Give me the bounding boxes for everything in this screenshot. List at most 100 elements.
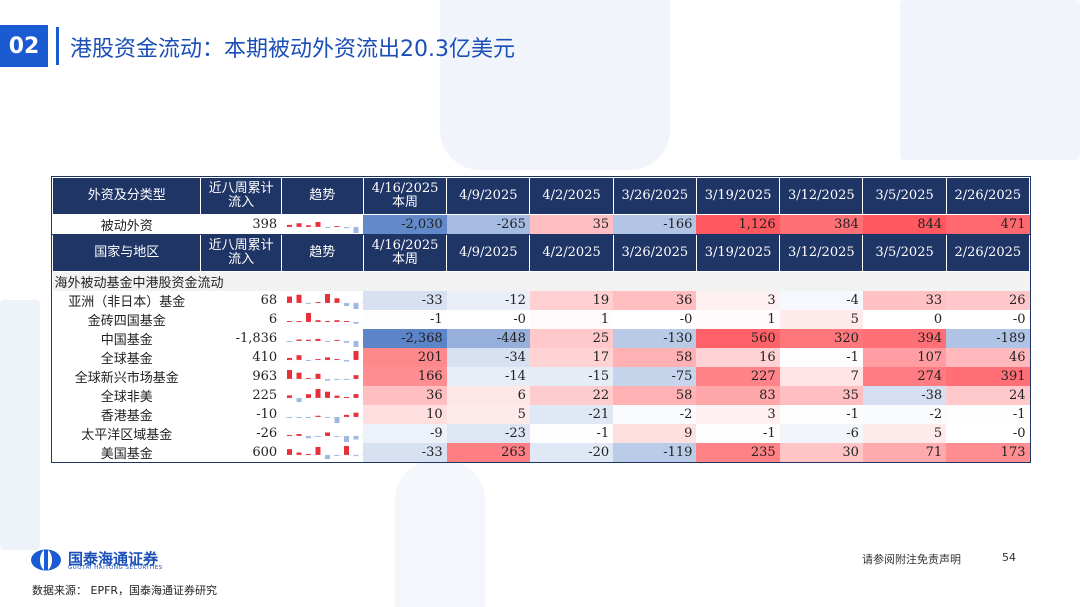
trend-bar <box>296 294 302 303</box>
trend-bar <box>344 302 350 306</box>
trend-bar <box>296 354 302 360</box>
flow-table: 外资及分类型 近八周累计 流入 趋势 4/16/2025 本周 4/9/2025 4/2/20… <box>51 176 1031 463</box>
column-header: 近八周累计 流入 <box>200 177 282 215</box>
weekly-flow-cell: 166 <box>363 367 447 386</box>
trend-bar <box>325 356 331 360</box>
row-label: 全球基金 <box>52 348 201 367</box>
trend-bar <box>334 435 340 437</box>
cumulative-inflow: 6 <box>200 310 282 329</box>
trend-bar <box>344 378 350 380</box>
weekly-flow-cell: 7 <box>779 367 863 386</box>
trend-bar <box>287 224 293 227</box>
weekly-flow-cell: 5 <box>779 310 863 329</box>
weekly-flow-cell: -189 <box>946 329 1030 348</box>
trend-sparkline <box>285 221 364 233</box>
weekly-flow-cell: -130 <box>613 329 697 348</box>
weekly-flow-cell: -6 <box>779 424 863 443</box>
trend-bar <box>306 416 312 418</box>
trend-bar <box>315 388 321 398</box>
row-label: 香港基金 <box>52 405 201 424</box>
trend-cell <box>281 424 364 443</box>
trend-bar <box>287 416 293 418</box>
trend-bar <box>296 320 302 322</box>
logo-english: GUOTAI HAITONG SECURITIES <box>68 565 163 571</box>
table-row: 被动外资 398 -2,030 -265 35 -166 1,126 384 844 471 <box>52 214 1030 235</box>
weekly-flow-cell: 274 <box>862 367 947 386</box>
trend-bar <box>334 395 340 398</box>
weekly-flow-cell: -265 <box>446 214 530 235</box>
weekly-flow-cell: 201 <box>363 348 447 367</box>
weekly-flow-cell: 46 <box>946 348 1030 367</box>
weekly-flow-cell: 5 <box>446 405 530 424</box>
data-source: 数据来源： EPFR，国泰海通证券研究 <box>32 584 218 597</box>
company-logo: 国泰海通证券 GUOTAI HAITONG SECURITIES <box>30 548 230 572</box>
trend-cell <box>281 291 364 310</box>
table-header-row: 外资及分类型 近八周累计 流入 趋势 4/16/2025 本周 4/9/2025 4/2/20… <box>51 177 1031 215</box>
trend-bar <box>325 431 331 436</box>
weekly-flow-cell: -12 <box>446 291 530 310</box>
trend-sparkline <box>285 338 364 347</box>
trend-bar <box>315 373 321 379</box>
trend-bar <box>344 435 350 442</box>
weekly-flow-cell: 35 <box>779 386 863 405</box>
column-header: 4/16/2025 本周 <box>362 234 448 272</box>
weekly-flow-cell: -23 <box>446 424 530 443</box>
trend-bar <box>353 393 359 398</box>
trend-bar <box>325 454 331 459</box>
weekly-flow-cell: 36 <box>613 291 697 310</box>
trend-bar <box>334 339 340 341</box>
cumulative-inflow: -10 <box>200 405 282 424</box>
trend-bar <box>287 369 293 379</box>
row-label: 金砖四国基金 <box>52 310 201 329</box>
title-divider <box>56 27 59 65</box>
trend-bar <box>353 435 359 440</box>
column-header: 3/26/2025 <box>612 234 697 272</box>
row-label: 全球新兴市场基金 <box>52 367 201 386</box>
trend-bar <box>344 226 350 228</box>
weekly-flow-cell: -0 <box>446 310 530 329</box>
weekly-flow-cell: 5 <box>862 424 947 443</box>
trend-bar <box>344 445 350 455</box>
table-row: 中国基金 -1,836 -2,368 -448 25 -130 560 320 394 -189 <box>52 329 1030 348</box>
weekly-flow-cell: -1 <box>363 310 447 329</box>
column-header: 趋势 <box>280 177 364 215</box>
weekly-flow-cell: 107 <box>862 348 947 367</box>
weekly-flow-cell: 19 <box>529 291 614 310</box>
weekly-flow-cell: -15 <box>529 367 614 386</box>
trend-sparkline <box>285 431 364 442</box>
weekly-flow-cell: 22 <box>529 386 614 405</box>
trend-bar <box>334 297 340 303</box>
weekly-flow-cell: 16 <box>696 348 780 367</box>
slide-header: 02 港股资金流动：本期被动外资流出20.3亿美元 <box>0 25 1080 67</box>
column-header: 4/9/2025 <box>446 234 531 272</box>
weekly-flow-cell: -34 <box>446 348 530 367</box>
cumulative-inflow: -26 <box>200 424 282 443</box>
weekly-flow-cell: 1 <box>529 310 614 329</box>
bg-decoration <box>900 0 1080 160</box>
trend-bar <box>306 453 312 455</box>
trend-bar <box>287 448 293 455</box>
table-row: 全球基金 410 201 -34 17 58 16 -1 107 46 <box>52 348 1030 367</box>
weekly-flow-cell: 3 <box>696 405 780 424</box>
column-header: 4/16/2025 本周 <box>362 177 448 215</box>
weekly-flow-cell: -0 <box>946 424 1030 443</box>
trend-bar <box>306 312 312 322</box>
column-header: 4/2/2025 <box>529 177 614 215</box>
column-header: 趋势 <box>280 234 364 272</box>
trend-bar <box>344 396 350 398</box>
bg-decoration <box>0 300 40 550</box>
logo-name: 国泰海通证券 <box>68 550 159 568</box>
trend-bar <box>315 301 321 303</box>
trend-bar <box>325 293 331 303</box>
weekly-flow-cell: -0 <box>946 310 1030 329</box>
trend-bar <box>325 320 331 322</box>
trend-bar <box>296 222 302 227</box>
disclaimer-text: 请参阅附注免责声明 <box>862 553 961 566</box>
trend-bar <box>296 416 302 418</box>
weekly-flow-cell: 844 <box>862 214 947 235</box>
cumulative-inflow: 68 <box>200 291 282 310</box>
trend-cell <box>281 443 364 462</box>
table-row: 香港基金 -10 10 5 -21 -2 3 -1 -2 -1 <box>52 405 1030 424</box>
table-header-row: 国家与地区 近八周累计 流入 趋势 4/16/2025 本周 4/9/2025 4/2/202… <box>51 234 1031 272</box>
weekly-flow-cell: 30 <box>779 443 863 462</box>
